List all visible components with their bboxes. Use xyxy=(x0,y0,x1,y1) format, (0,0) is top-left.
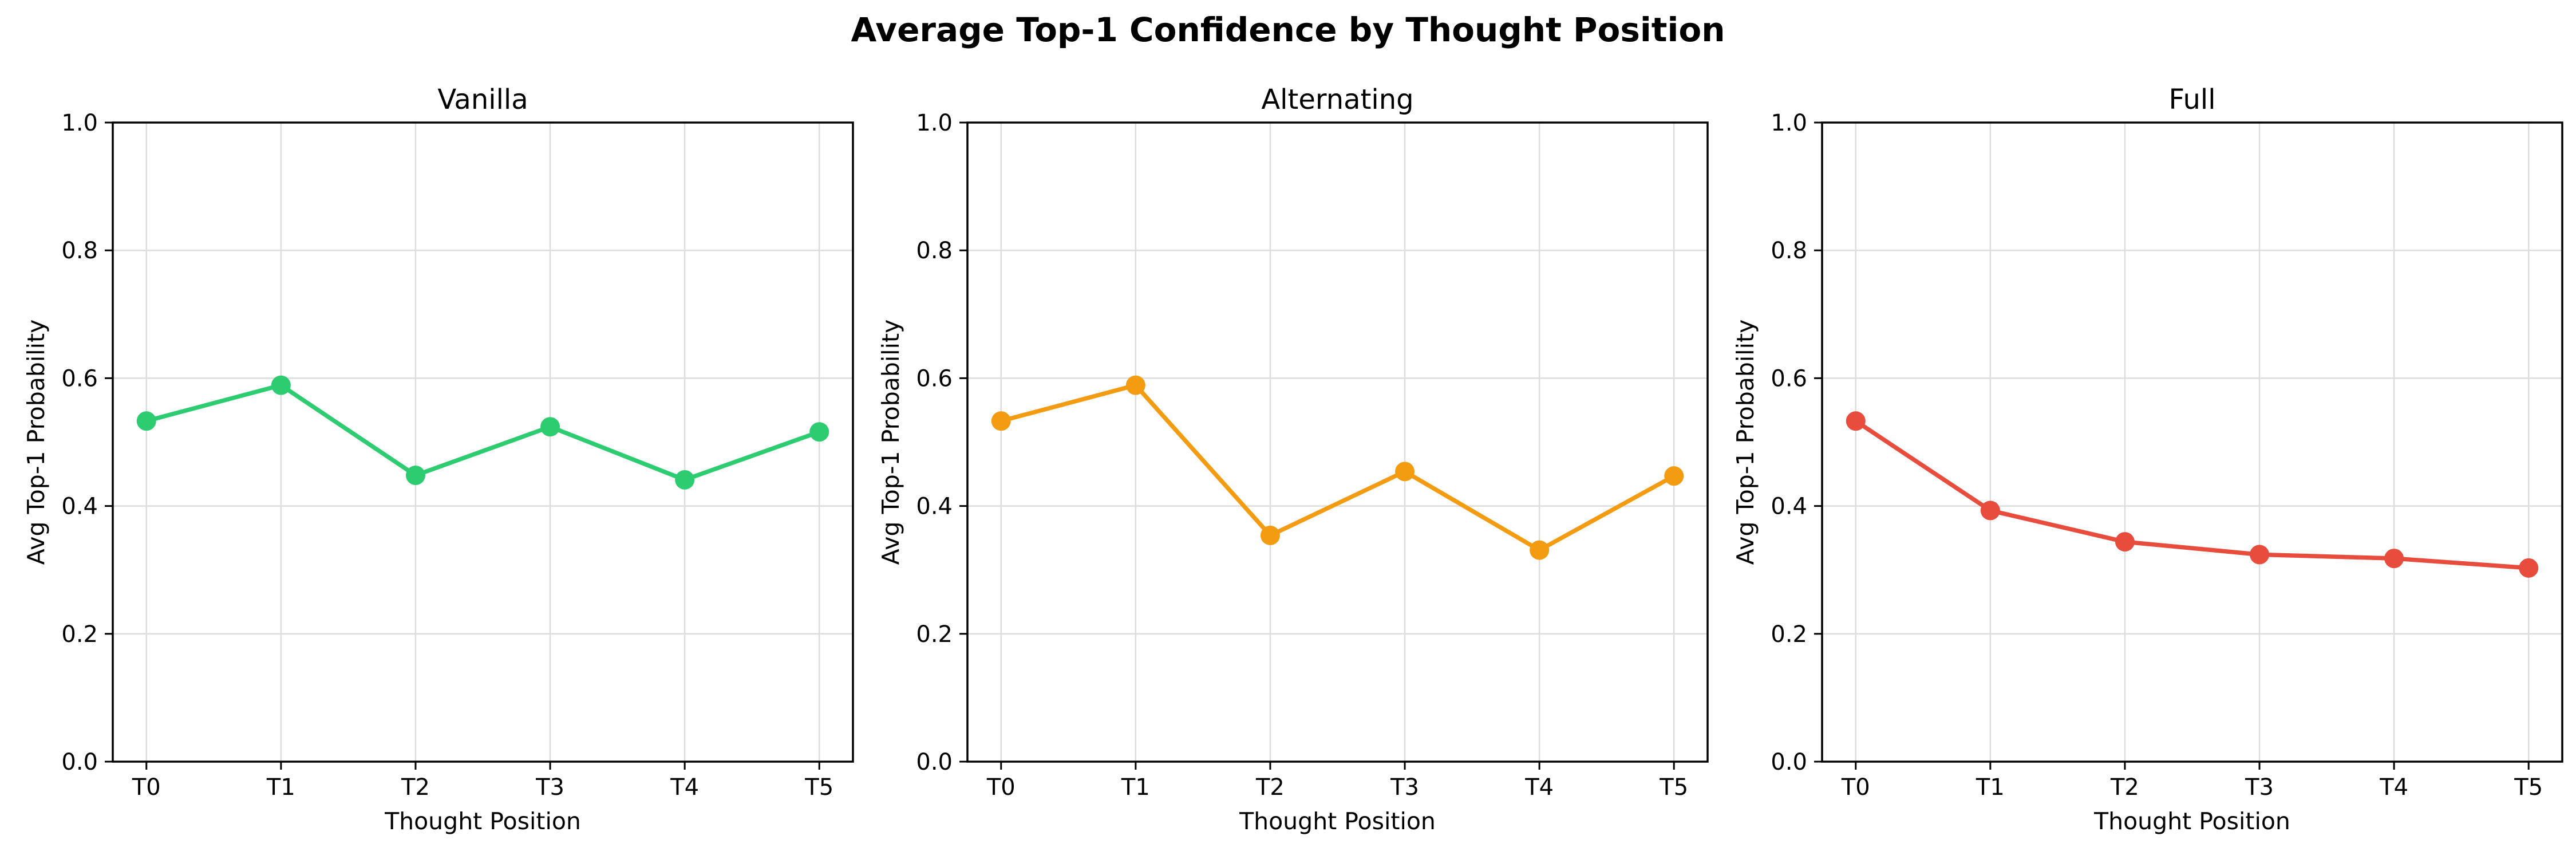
plot-frame xyxy=(112,121,854,763)
y-tick-label: 0.2 xyxy=(1771,621,1807,648)
y-tick-label: 0.4 xyxy=(61,494,98,520)
series-line xyxy=(1854,419,2531,570)
y-tick-label: 0.2 xyxy=(916,621,953,648)
x-tick-label: T2 xyxy=(2110,774,2139,801)
y-tick-label: 0.4 xyxy=(1771,494,1807,520)
y-tick-label: 0.4 xyxy=(916,494,953,520)
data-point xyxy=(2384,549,2404,569)
x-tick-label: T2 xyxy=(1255,774,1285,801)
x-axis-label: Thought Position xyxy=(1239,807,1436,835)
y-tick-label: 0.8 xyxy=(916,238,953,264)
subplot-title: Full xyxy=(2168,84,2215,116)
x-tick-label: T4 xyxy=(670,774,699,801)
data-point xyxy=(540,417,560,437)
data-point xyxy=(1980,501,2000,521)
x-axis-label: Thought Position xyxy=(2093,807,2290,835)
x-axis-label: Thought Position xyxy=(384,807,581,835)
chart-panel-alternating: 0.0 0.2 0.4 0.6 0.8 1.0 T0 T1 T2 T3 T4 T5 Alternatin… xyxy=(877,84,1709,835)
data-point xyxy=(1530,540,1550,560)
x-tick-label: T1 xyxy=(266,774,295,801)
data-point xyxy=(675,470,695,490)
data-point xyxy=(991,411,1011,431)
data-point xyxy=(2115,532,2135,552)
x-tick-label: T3 xyxy=(1390,774,1419,801)
x-tick-label: T0 xyxy=(132,774,161,801)
y-tick-label: 0.0 xyxy=(61,749,98,775)
y-axis-label: Avg Top-1 Probability xyxy=(877,320,904,565)
y-tick-label: 1.0 xyxy=(916,110,953,136)
y-tick-label: 0.0 xyxy=(916,749,953,775)
x-tick-label: T4 xyxy=(2379,774,2408,801)
y-tick-label: 0.8 xyxy=(61,238,98,264)
y-tick-label: 0.8 xyxy=(1771,238,1807,264)
data-point xyxy=(136,411,156,431)
series-line xyxy=(999,383,1676,553)
y-tick-label: 1.0 xyxy=(61,110,98,136)
x-tick-label: T0 xyxy=(1841,774,1870,801)
x-tick-label: T4 xyxy=(1524,774,1554,801)
data-point xyxy=(405,466,425,486)
data-point xyxy=(1260,525,1280,545)
chart-panel-full: 0.0 0.2 0.4 0.6 0.8 1.0 T0 T1 T2 T3 T4 T5 Full Though… xyxy=(1732,84,2563,835)
figure-title: Average Top-1 Confidence by Thought Posi… xyxy=(851,10,1725,49)
x-tick-label: T1 xyxy=(1121,774,1150,801)
x-tick-label: T2 xyxy=(401,774,430,801)
x-tick-label: T1 xyxy=(1976,774,2005,801)
chart-panel-vanilla: 0.0 0.2 0.4 0.6 0.8 1.0 T0 T1 T2 T3 T4 T5 Vanilla Tho… xyxy=(22,84,854,835)
data-point xyxy=(271,375,291,395)
y-axis-label: Avg Top-1 Probability xyxy=(1732,320,1759,565)
data-point xyxy=(1664,466,1684,486)
y-tick-label: 0.2 xyxy=(61,621,98,648)
subplot-title: Vanilla xyxy=(437,84,528,116)
x-tick-label: T3 xyxy=(535,774,564,801)
data-point xyxy=(2519,558,2539,578)
data-point xyxy=(1395,462,1415,482)
y-tick-label: 1.0 xyxy=(1771,110,1807,136)
y-axis-label: Avg Top-1 Probability xyxy=(22,320,50,565)
x-tick-label: T0 xyxy=(986,774,1016,801)
y-tick-label: 0.6 xyxy=(61,365,98,392)
y-tick-label: 0.6 xyxy=(916,365,953,392)
x-tick-label: T5 xyxy=(804,774,833,801)
x-tick-label: T5 xyxy=(1659,774,1688,801)
plot-frame xyxy=(966,121,1709,763)
y-tick-label: 0.6 xyxy=(1771,365,1807,392)
x-tick-label: T5 xyxy=(2514,774,2543,801)
x-tick-label: T3 xyxy=(2245,774,2274,801)
data-point xyxy=(2250,545,2270,565)
data-point xyxy=(1846,411,1866,431)
series-line xyxy=(144,383,821,482)
data-point xyxy=(1125,375,1145,395)
data-point xyxy=(809,422,829,442)
subplot-title: Alternating xyxy=(1261,84,1413,116)
y-tick-label: 0.0 xyxy=(1771,749,1807,775)
plot-frame xyxy=(1821,121,2563,763)
